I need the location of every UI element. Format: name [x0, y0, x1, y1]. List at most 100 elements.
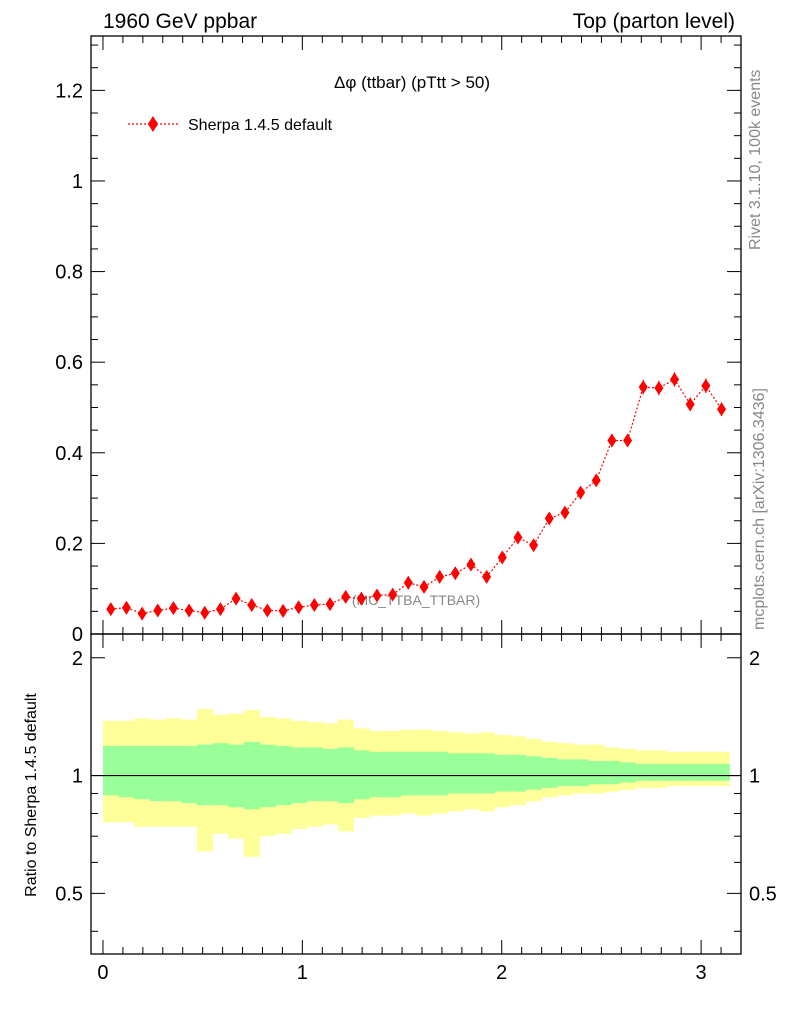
- data-point: [544, 511, 554, 526]
- y-tick-label: 0.8: [55, 262, 83, 284]
- y-tick-label: 0.2: [55, 533, 83, 555]
- ratio-y-tick-label: 0.5: [55, 883, 83, 905]
- band-inner-bin: [165, 746, 182, 802]
- band-inner-bin: [431, 751, 448, 796]
- data-point: [153, 603, 163, 618]
- x-tick-label: 2: [496, 962, 507, 984]
- data-point: [294, 600, 304, 615]
- data-point: [168, 601, 178, 616]
- ratio-y-tick-label-right: 0.5: [749, 883, 777, 905]
- data-point: [278, 603, 288, 618]
- data-point: [654, 381, 664, 396]
- band-inner-bin: [478, 753, 495, 794]
- header-right: Top (parton level): [573, 10, 735, 33]
- x-tick-label: 3: [696, 962, 707, 984]
- data-point: [450, 566, 460, 581]
- data-point: [325, 597, 335, 612]
- band-inner-bin: [212, 743, 229, 806]
- mcplots-reference-label: mcplots.cern.ch [arXiv:1306.3436]: [751, 388, 768, 630]
- band-inner-bin: [619, 762, 636, 783]
- band-inner-bin: [541, 757, 558, 788]
- data-point: [482, 569, 492, 584]
- band-inner-bin: [102, 746, 120, 796]
- band-inner-bin: [447, 753, 464, 794]
- data-point: [670, 372, 680, 387]
- data-point: [137, 606, 147, 621]
- band-inner-bin: [134, 746, 151, 800]
- data-point: [356, 591, 366, 606]
- data-point: [435, 569, 445, 584]
- chart-title: Δφ (ttbar) (pTtt > 50): [334, 73, 490, 92]
- band-inner-bin: [353, 750, 370, 800]
- data-point: [685, 397, 695, 412]
- data-point: [372, 588, 382, 603]
- data-point: [419, 579, 429, 594]
- main-panel: 0 0.2 0.4 0.6 0.8 1 1.2 (MC_TTBA_TTBAR) Δφ (tt…: [55, 35, 742, 646]
- band-inner-bin: [196, 744, 214, 806]
- band-inner-bin: [400, 751, 417, 796]
- band-inner-bin: [463, 753, 480, 794]
- band-inner-bin: [604, 760, 621, 785]
- y-tick-label: 0: [72, 624, 83, 646]
- band-inner-bin: [181, 746, 198, 804]
- data-point: [591, 473, 601, 488]
- data-point: [231, 591, 241, 606]
- data-point: [388, 587, 398, 602]
- legend-label: Sherpa 1.4.5 default: [188, 117, 333, 134]
- band-inner-bin: [713, 764, 730, 781]
- band-inner-bin: [118, 746, 135, 798]
- x-tick-label: 0: [97, 962, 108, 984]
- main-panel-tick-labels: 0 0.2 0.4 0.6 0.8 1 1.2: [55, 80, 83, 646]
- ratio-y-tick-label-right: 2: [749, 648, 760, 670]
- band-inner-bin: [525, 756, 542, 790]
- data-point: [466, 557, 476, 572]
- data-point: [497, 550, 507, 565]
- y-tick-label: 0.4: [55, 443, 83, 465]
- ratio-y-tick-label: 1: [72, 766, 83, 788]
- band-inner-bin: [494, 754, 511, 792]
- header-left: 1960 GeV ppbar: [103, 10, 257, 33]
- y-tick-label: 1: [72, 171, 83, 193]
- band-inner-bin: [572, 759, 589, 787]
- band-inner-bin: [369, 751, 386, 798]
- ratio-panel-frame: [90, 633, 742, 955]
- data-point: [262, 603, 272, 618]
- data-point: [701, 378, 711, 393]
- data-point: [560, 505, 570, 520]
- data-point: [576, 485, 586, 500]
- band-inner-bin: [416, 751, 433, 796]
- rivet-version-label: Rivet 3.1.10, 100k events: [747, 69, 764, 250]
- data-point: [247, 598, 257, 613]
- band-inner-bin: [588, 760, 605, 785]
- ratio-y-tick-label: 2: [72, 648, 83, 670]
- data-point: [607, 433, 617, 448]
- band-inner-bin: [510, 754, 527, 792]
- series-line: [110, 378, 723, 615]
- ratio-y-tick-label-right: 1: [749, 766, 760, 788]
- data-point: [513, 530, 523, 545]
- ratio-panel-ticks: [91, 634, 741, 954]
- analysis-watermark: (MC_TTBA_TTBAR): [352, 592, 480, 608]
- x-tick-label: 1: [297, 962, 308, 984]
- band-inner-bin: [682, 764, 699, 781]
- y-tick-label: 0.6: [55, 352, 83, 374]
- ratio-bands: [102, 708, 730, 857]
- band-inner-bin: [306, 747, 323, 802]
- band-inner-bin: [698, 764, 715, 781]
- band-inner-bin: [384, 751, 401, 798]
- ratio-panel-tick-labels: 0.5 0.5 1 1 2 2 0 1 2 3: [55, 648, 777, 984]
- band-inner-bin: [651, 764, 668, 781]
- legend: Sherpa 1.4.5 default: [128, 116, 333, 134]
- data-point: [200, 605, 210, 620]
- data-point: [121, 600, 131, 615]
- data-point: [623, 433, 633, 448]
- sherpa-series: [106, 372, 727, 621]
- data-point: [106, 602, 116, 617]
- ratio-panel: 0.5 0.5 1 1 2 2 0 1 2 3 Ratio to Sherpa 1.4.5 def…: [23, 633, 777, 984]
- band-inner-bin: [635, 764, 652, 781]
- data-point: [403, 575, 413, 590]
- band-inner-bin: [666, 764, 683, 781]
- legend-marker: [148, 116, 158, 132]
- data-point: [529, 538, 539, 553]
- main-panel-ticks: [91, 36, 741, 635]
